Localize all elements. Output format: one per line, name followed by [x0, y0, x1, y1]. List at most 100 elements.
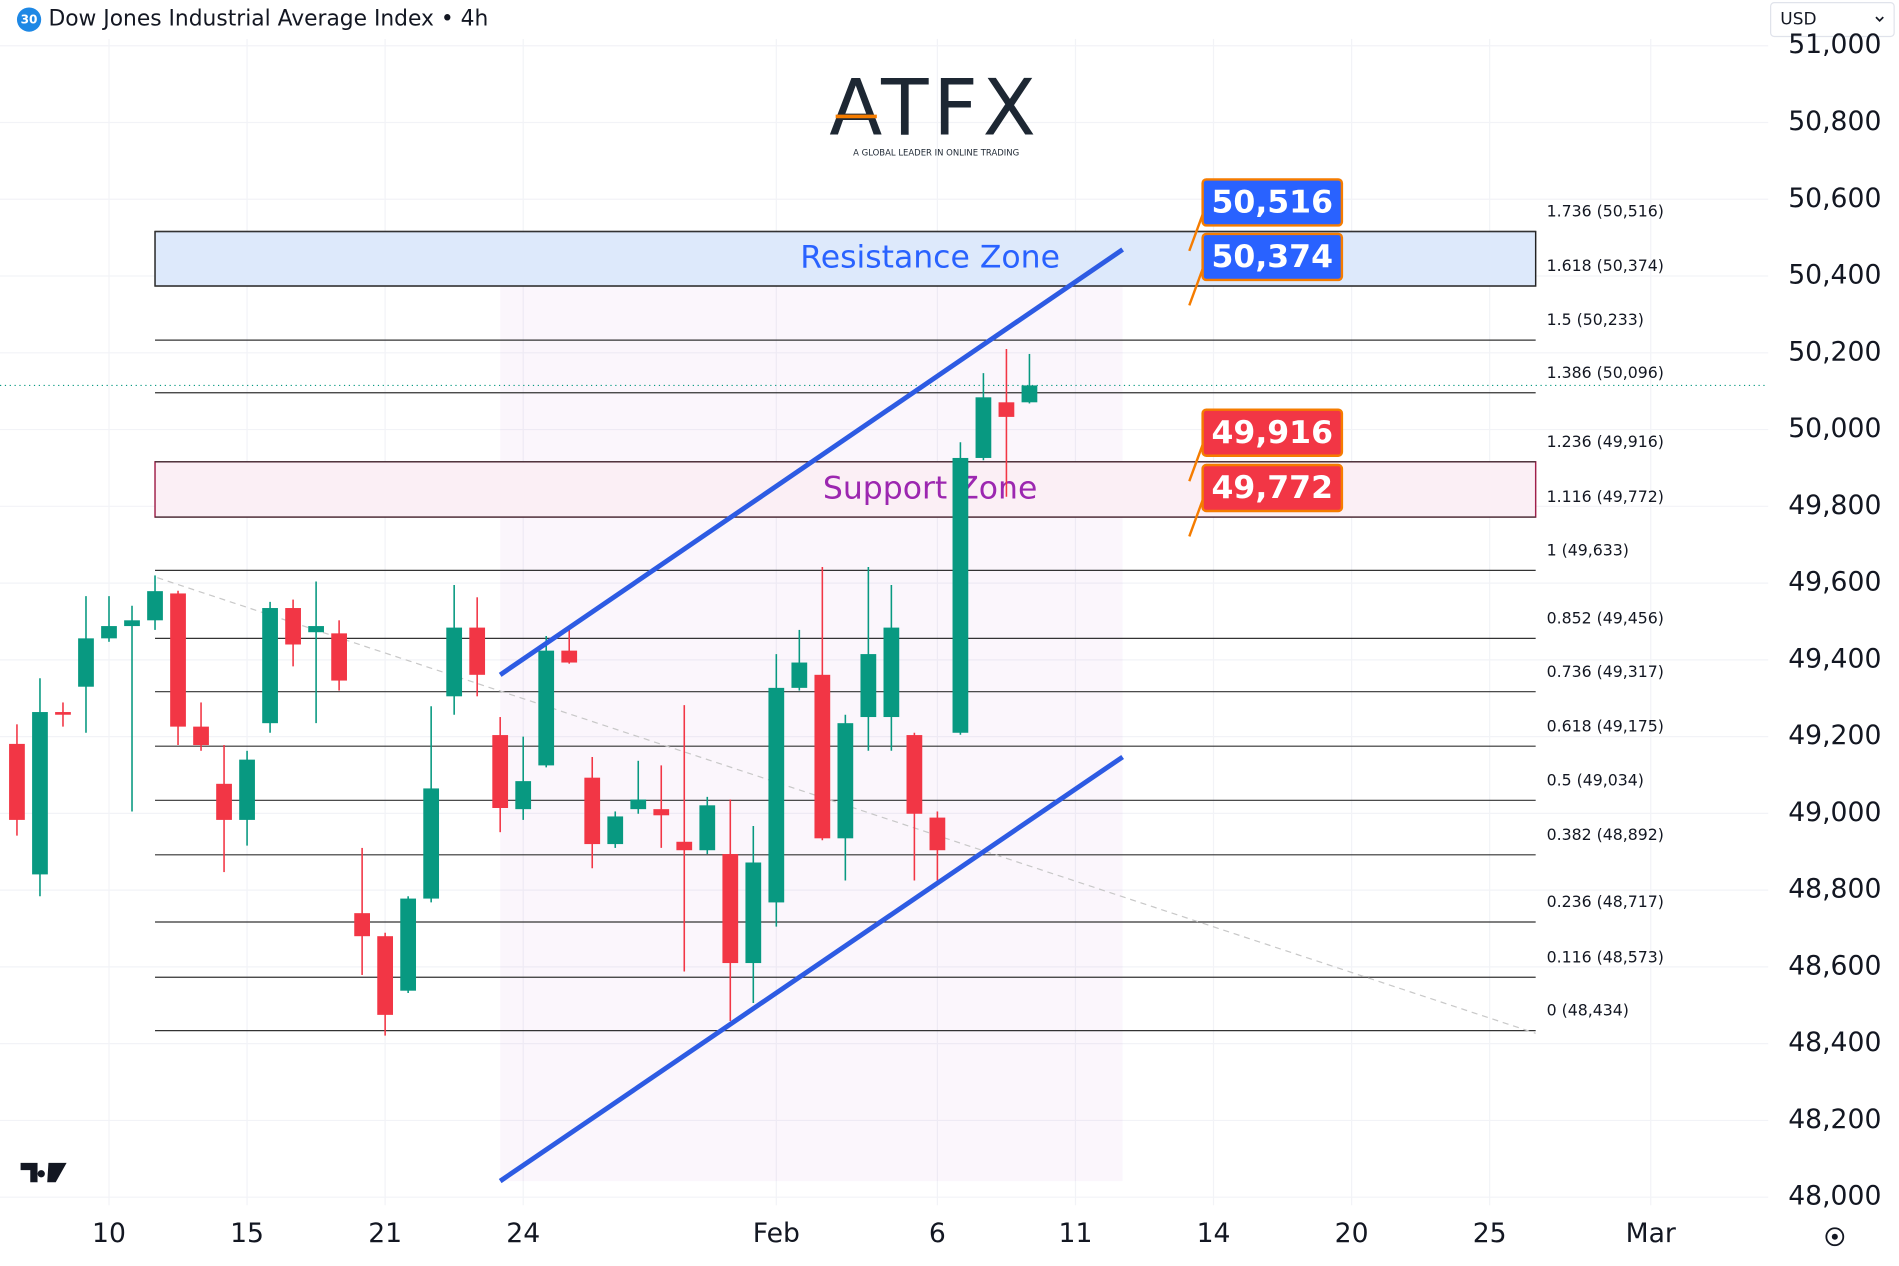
- tradingview-logo: [20, 1162, 67, 1183]
- candle-body: [883, 627, 900, 718]
- x-tick-label: Mar: [1626, 1218, 1676, 1249]
- y-tick-label: 50,600: [1788, 183, 1881, 214]
- candle-body: [630, 799, 647, 810]
- currency-select[interactable]: [1770, 2, 1895, 38]
- channel-shade: [500, 249, 1123, 1182]
- fib-label: 1.236 (49,916): [1547, 432, 1664, 451]
- y-tick-label: 50,800: [1788, 106, 1881, 137]
- y-tick-label: 49,000: [1788, 797, 1881, 828]
- candle-body: [768, 687, 785, 903]
- candle-body: [998, 402, 1015, 417]
- price-tag-label: 50,374: [1212, 239, 1333, 275]
- fib-label: 0.852 (49,456): [1547, 608, 1664, 627]
- y-tick-label: 49,600: [1788, 567, 1881, 598]
- y-tick-label: 51,000: [1788, 29, 1881, 60]
- candle-body: [55, 712, 71, 715]
- candle-body: [193, 726, 209, 746]
- candle-body: [584, 777, 601, 845]
- x-tick-label: 6: [929, 1218, 946, 1249]
- price-tag: [1201, 178, 1344, 227]
- candle-body: [216, 783, 232, 820]
- y-tick-label: 48,600: [1788, 950, 1881, 981]
- fib-label: 0 (48,434): [1547, 1001, 1629, 1020]
- x-tick-label: 24: [506, 1218, 540, 1249]
- x-tick-label: 14: [1197, 1218, 1231, 1249]
- candle-body: [32, 712, 48, 875]
- candle-body: [170, 593, 186, 727]
- candle-body: [722, 854, 739, 964]
- candle-body: [400, 898, 417, 991]
- symbol-badge-text: 30: [21, 13, 38, 27]
- channel-line: [498, 247, 1124, 677]
- candle-body: [814, 674, 831, 839]
- candle-body: [837, 723, 854, 839]
- zone-label: Support Zone: [823, 470, 1038, 506]
- watermark-brand: ATFX: [829, 63, 1040, 153]
- y-tick-label: 50,200: [1788, 336, 1881, 367]
- fib-label: 1.386 (50,096): [1547, 363, 1664, 382]
- candle-body: [653, 809, 670, 816]
- fib-label: 1.736 (50,516): [1547, 202, 1664, 221]
- trend-line: [157, 577, 1536, 1034]
- fib-label: 0.736 (49,317): [1547, 662, 1664, 681]
- candle-body: [354, 913, 370, 937]
- candle-body: [78, 638, 94, 687]
- price-tag-label: 50,516: [1212, 185, 1333, 221]
- candle-body: [975, 397, 992, 458]
- fib-label: 0.382 (48,892): [1547, 825, 1664, 844]
- candle-body: [262, 608, 278, 724]
- chart-title: Dow Jones Industrial Average Index • 4h: [48, 7, 488, 32]
- candle-body: [101, 626, 117, 639]
- candle-body: [446, 627, 463, 697]
- candle-body: [745, 862, 762, 964]
- y-tick-label: 50,400: [1788, 260, 1881, 291]
- y-tick-label: 49,800: [1788, 490, 1881, 521]
- plot-area: Resistance Zone Support Zone 1.736 (50,516…: [0, 36, 1769, 1206]
- x-tick-label: 21: [368, 1218, 402, 1249]
- x-tick-label: 11: [1059, 1218, 1093, 1249]
- candle-body: [952, 457, 969, 733]
- tag-pointer: [1188, 214, 1204, 252]
- candle-body: [538, 650, 555, 766]
- y-tick-label: 49,400: [1788, 643, 1881, 674]
- fib-label: 1.116 (49,772): [1547, 487, 1664, 506]
- candle-body: [561, 650, 578, 663]
- candle-body: [860, 654, 877, 718]
- candle-body: [492, 735, 509, 808]
- fib-label: 0.116 (48,573): [1547, 947, 1664, 966]
- y-tick-label: 49,200: [1788, 720, 1881, 751]
- fib-label: 1.5 (50,233): [1547, 310, 1644, 329]
- candle-body: [699, 805, 716, 851]
- candle-body: [308, 626, 324, 633]
- fib-label: 0.236 (48,717): [1547, 892, 1664, 911]
- settings-icon[interactable]: [1825, 1227, 1845, 1247]
- y-tick-label: 48,000: [1788, 1181, 1881, 1212]
- candle-body: [331, 633, 347, 681]
- fib-label: 1 (49,633): [1547, 541, 1629, 560]
- candle-body: [239, 759, 255, 820]
- candle-body: [124, 620, 140, 627]
- header-bar: [0, 0, 1771, 39]
- candle-body: [929, 817, 946, 851]
- y-tick-label: 48,200: [1788, 1104, 1881, 1135]
- x-tick-label: 15: [230, 1218, 264, 1249]
- tag-pointer: [1188, 444, 1204, 482]
- price-tag-label: 49,772: [1212, 470, 1333, 506]
- candle-body: [515, 781, 532, 810]
- dropdown-arrow: [1875, 16, 1884, 22]
- currency-label[interactable]: USD: [1780, 9, 1816, 29]
- fib-label: 0.618 (49,175): [1547, 716, 1664, 735]
- tag-pointer: [1188, 499, 1204, 537]
- x-tick-label: Feb: [753, 1218, 800, 1249]
- fib-label: 1.618 (50,374): [1547, 256, 1664, 275]
- candle-body: [1021, 385, 1038, 403]
- x-tick-label: 25: [1473, 1218, 1507, 1249]
- x-tick-label: 20: [1335, 1218, 1369, 1249]
- candle-body: [377, 936, 394, 1015]
- zone-label: Resistance Zone: [800, 240, 1060, 276]
- price-tag: [1201, 463, 1344, 513]
- watermark-tagline: A GLOBAL LEADER IN ONLINE TRADING: [853, 147, 1019, 157]
- y-tick-label: 48,800: [1788, 874, 1881, 905]
- candle-body: [147, 591, 163, 621]
